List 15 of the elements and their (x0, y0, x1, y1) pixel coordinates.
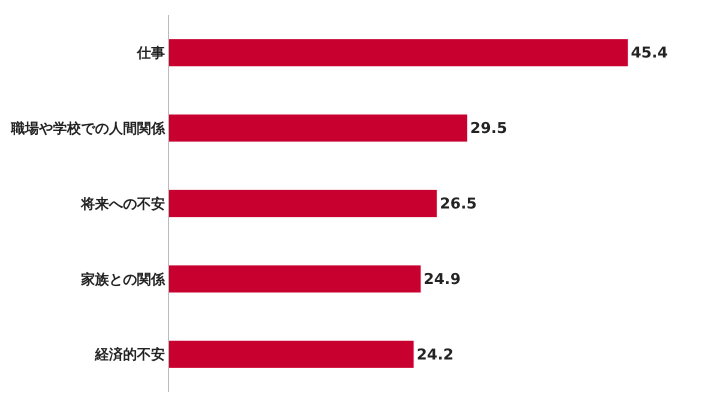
data-label: 26.5 (440, 194, 477, 212)
bar (169, 265, 421, 292)
bar (169, 114, 468, 142)
bar (169, 39, 628, 66)
y-tick-label: 将来への不安 (80, 195, 166, 212)
bar (169, 340, 414, 368)
data-label: 29.5 (470, 119, 508, 138)
data-label: 24.2 (416, 345, 454, 364)
y-tick-label: 経済的不安 (94, 346, 166, 364)
data-label: 24.9 (424, 270, 461, 288)
y-tick-label: 仕事 (136, 46, 166, 62)
y-tick-label: 職場や学校での人間関係 (10, 120, 166, 137)
y-tick-label: 家族との関係 (80, 270, 166, 288)
bar (169, 190, 437, 218)
data-label: 45.4 (630, 44, 668, 62)
